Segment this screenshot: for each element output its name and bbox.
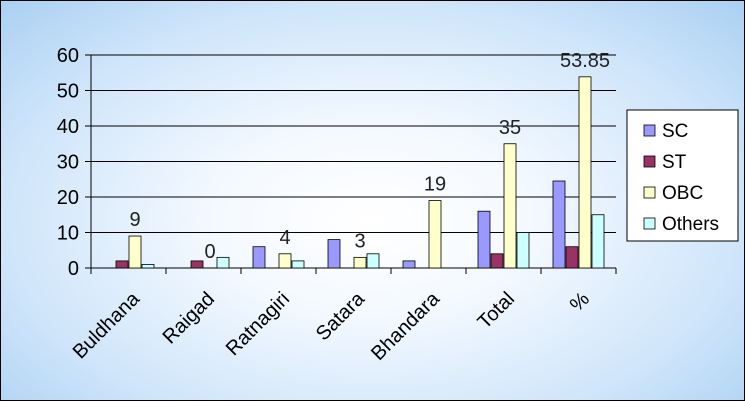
y-tick-label: 40 <box>57 116 79 138</box>
y-tick-label: 0 <box>68 258 79 280</box>
y-tick-label: 10 <box>57 223 79 245</box>
legend-swatch-st <box>643 155 656 168</box>
y-tick-label: 20 <box>57 187 79 209</box>
bar-others-5 <box>516 232 530 269</box>
data-label: 9 <box>129 209 140 231</box>
y-tick-labels: 0 10 20 30 40 50 60 <box>57 45 79 280</box>
bar-st-5 <box>490 253 504 269</box>
x-tick-label: Satara <box>312 287 370 345</box>
legend-label-others: Others <box>662 214 719 235</box>
x-tick-label: Buldhana <box>69 287 145 363</box>
bar-obc-5 <box>503 143 517 269</box>
bars <box>115 76 605 269</box>
legend-swatch-obc <box>643 186 656 199</box>
legend: SC ST OBC Others <box>626 109 739 242</box>
data-label: 19 <box>424 174 446 196</box>
bar-others-6 <box>591 214 605 269</box>
bar-others-2 <box>291 260 305 269</box>
data-labels: 9 0 4 3 19 35 53.85 <box>129 50 610 263</box>
x-tick-label: Raigad <box>159 288 219 348</box>
bar-st-6 <box>565 246 579 269</box>
data-label: 0 <box>204 241 215 263</box>
legend-swatch-sc <box>643 124 656 137</box>
bar-obc-6 <box>578 76 592 269</box>
y-tick-label: 60 <box>57 45 79 67</box>
bar-obc-2 <box>278 253 292 269</box>
bar-sc-2 <box>252 246 266 269</box>
gridlines <box>91 54 616 233</box>
bar-sc-5 <box>477 210 491 269</box>
bar-sc-6 <box>552 180 566 269</box>
bar-others-1 <box>216 256 230 269</box>
x-tick-label: Total <box>474 288 519 333</box>
bar-sc-3 <box>327 239 341 269</box>
y-tick-label: 30 <box>57 152 79 174</box>
bar-others-3 <box>366 253 380 269</box>
legend-label-st: ST <box>662 152 687 173</box>
legend-label-sc: SC <box>662 121 688 142</box>
data-label: 4 <box>279 227 290 249</box>
legend-label-obc: OBC <box>662 183 703 204</box>
axes <box>85 54 617 274</box>
data-label: 53.85 <box>560 50 610 72</box>
bar-others-0 <box>141 264 155 269</box>
legend-swatch-others <box>643 217 656 230</box>
bar-st-0 <box>115 260 129 269</box>
y-tick-label: 50 <box>57 81 79 103</box>
bar-obc-4 <box>428 200 442 269</box>
bar-st-1 <box>190 260 204 269</box>
bar-sc-4 <box>402 260 416 269</box>
data-label: 35 <box>499 117 521 139</box>
bar-obc-3 <box>353 256 367 269</box>
x-tick-label: Ratnagiri <box>222 288 294 360</box>
x-tick-label: Bhandara <box>367 287 445 365</box>
data-label: 3 <box>354 230 365 252</box>
bar-obc-0 <box>128 235 142 269</box>
x-tick-label: % <box>566 288 594 316</box>
